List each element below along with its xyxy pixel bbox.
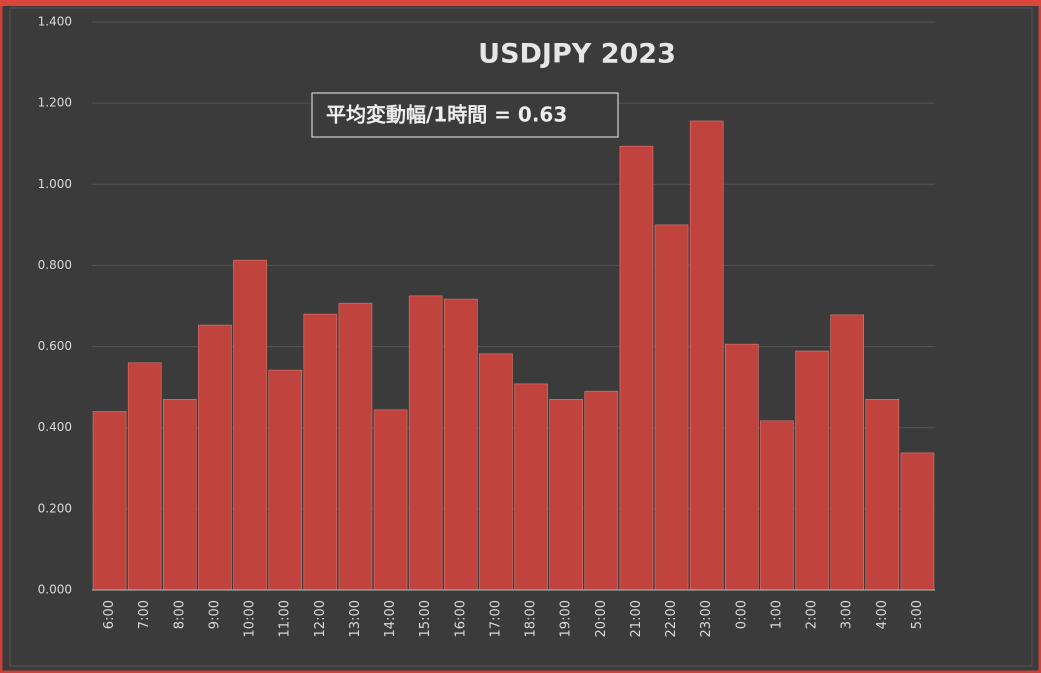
x-tick-label: 23:00: [699, 600, 714, 637]
y-tick-label: 0.600: [38, 339, 72, 353]
annotation: 平均変動幅/1時間 = 0.63: [326, 103, 567, 127]
chart-border: [9, 7, 1033, 667]
x-tick-label: 13:00: [348, 600, 363, 637]
bar: [198, 324, 232, 591]
y-tick-label: 0.000: [38, 583, 72, 597]
bar: [900, 452, 935, 591]
x-tick-label: 22:00: [664, 600, 679, 637]
x-tick-label: 10:00: [243, 600, 258, 637]
x-tick-label: 11:00: [278, 600, 293, 637]
x-tick-label: 4:00: [875, 600, 890, 629]
bar: [408, 295, 443, 591]
x-tick-label: 18:00: [524, 600, 539, 637]
x-tick-label: 16:00: [453, 600, 468, 637]
x-tick-label: 2:00: [805, 600, 820, 629]
grid: 0.000 0.200 0.400 0.600 0.800 1.000 1.200 1.400: [38, 15, 935, 597]
y-tick-label: 0.200: [38, 501, 72, 515]
x-tick-label: 21:00: [629, 600, 644, 637]
y-tick-label: 1.400: [38, 15, 72, 29]
bars: [92, 120, 935, 591]
bar: [725, 343, 759, 591]
bar: [760, 420, 794, 591]
y-tick-label: 1.000: [38, 177, 72, 191]
x-tick-label: 8:00: [172, 600, 187, 629]
bar: [830, 314, 864, 591]
y-tick-label: 0.800: [38, 258, 72, 272]
x-tick-label: 5:00: [910, 600, 925, 629]
x-tick-label: 1:00: [769, 600, 784, 629]
bar: [689, 120, 724, 591]
x-tick-label: 12:00: [313, 600, 328, 637]
x-tick-label: 9:00: [207, 600, 222, 629]
bar: [865, 399, 900, 591]
y-tick-label: 1.200: [38, 96, 72, 110]
top-edge: [0, 0, 1041, 6]
bar: [163, 399, 197, 591]
bar: [444, 298, 478, 591]
x-tick-label: 7:00: [137, 600, 152, 629]
bar: [795, 350, 829, 591]
bar: [514, 383, 548, 591]
bar: [268, 369, 302, 591]
bar: [619, 145, 654, 591]
bar: [92, 411, 127, 591]
bar: [373, 409, 408, 591]
bar: [127, 362, 162, 591]
x-tick-label: 17:00: [488, 600, 503, 637]
bar: [303, 313, 338, 591]
bar: [584, 390, 619, 591]
bar: [479, 353, 513, 591]
x-tick-label: 3:00: [840, 600, 855, 629]
x-tick-label: 19:00: [559, 600, 574, 637]
x-tick-label: 20:00: [594, 600, 609, 637]
x-tick-label: 0:00: [734, 600, 749, 629]
y-tick-label: 0.400: [38, 420, 72, 434]
bar: [654, 224, 689, 591]
x-tick-label: 15:00: [418, 600, 433, 637]
bar: [338, 302, 373, 591]
annotation-box: [311, 92, 619, 138]
x-tick-label: 6:00: [102, 600, 117, 629]
bar: [233, 259, 267, 591]
x-tick-label: 14:00: [383, 600, 398, 637]
bar: [549, 399, 583, 591]
chart-title: USDJPY 2023: [478, 39, 676, 70]
